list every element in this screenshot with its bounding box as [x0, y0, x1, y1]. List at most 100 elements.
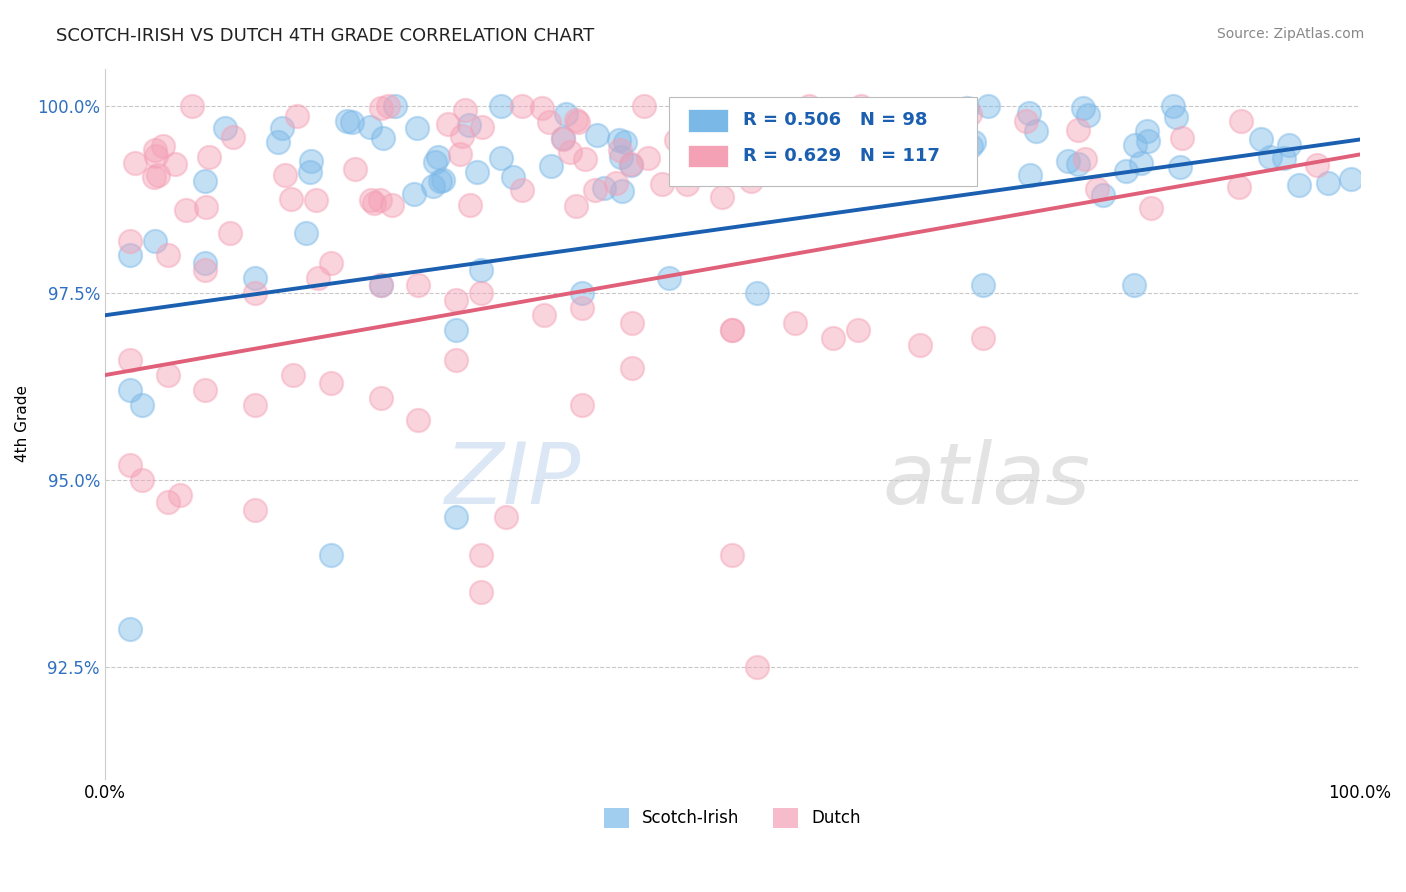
Point [495, 510, 517, 524]
Point [620, 360, 643, 375]
Point [740, 174, 762, 188]
Point [1085, 182, 1108, 196]
Point [169, 488, 191, 502]
Point [772, 103, 794, 117]
Point [1340, 172, 1362, 186]
Point [540, 159, 562, 173]
Point [553, 132, 575, 146]
Point [605, 177, 627, 191]
Point [426, 150, 449, 164]
Point [377, 99, 399, 113]
Point [721, 548, 744, 562]
Point [156, 495, 179, 509]
Point [245, 285, 267, 300]
Point [1227, 180, 1250, 194]
Point [849, 106, 872, 120]
Point [454, 103, 477, 118]
Point [747, 659, 769, 673]
Point [977, 99, 1000, 113]
Point [1018, 105, 1040, 120]
Point [651, 177, 673, 191]
Point [747, 285, 769, 300]
Point [1317, 176, 1340, 190]
Point [567, 114, 589, 128]
Point [371, 131, 394, 145]
Point [408, 278, 430, 293]
Point [214, 121, 236, 136]
Point [271, 121, 294, 136]
Point [571, 301, 593, 315]
Point [163, 157, 186, 171]
Point [437, 117, 460, 131]
Point [143, 234, 166, 248]
Point [1136, 124, 1159, 138]
Point [156, 248, 179, 262]
Point [118, 234, 141, 248]
Point [370, 391, 392, 405]
Point [583, 183, 606, 197]
Point [368, 194, 391, 208]
Point [1067, 123, 1090, 137]
Point [675, 125, 697, 139]
Point [620, 316, 643, 330]
Point [571, 285, 593, 300]
Point [359, 120, 381, 135]
Point [319, 256, 342, 270]
Point [118, 623, 141, 637]
Text: atlas: atlas [883, 439, 1091, 522]
Point [797, 99, 820, 113]
Point [665, 133, 688, 147]
Point [689, 153, 711, 168]
Point [444, 510, 467, 524]
Point [1129, 155, 1152, 169]
Point [124, 156, 146, 170]
Point [710, 190, 733, 204]
Point [408, 413, 430, 427]
Point [658, 271, 681, 285]
Point [637, 151, 659, 165]
Point [1288, 178, 1310, 193]
Point [118, 383, 141, 397]
Point [574, 152, 596, 166]
Point [1164, 110, 1187, 124]
Point [273, 168, 295, 182]
Point [146, 169, 169, 183]
Point [925, 158, 948, 172]
Text: Source: ZipAtlas.com: Source: ZipAtlas.com [1216, 27, 1364, 41]
Point [1067, 157, 1090, 171]
Point [972, 331, 994, 345]
Point [1125, 137, 1147, 152]
Point [245, 271, 267, 285]
Point [470, 263, 492, 277]
Point [298, 165, 321, 179]
Point [444, 323, 467, 337]
Point [1122, 278, 1144, 293]
Point [1260, 150, 1282, 164]
Point [510, 183, 533, 197]
Text: R = 0.506   N = 98: R = 0.506 N = 98 [744, 112, 928, 129]
Point [610, 185, 633, 199]
Point [294, 226, 316, 240]
Point [571, 398, 593, 412]
Point [554, 107, 576, 121]
Point [1278, 138, 1301, 153]
Point [285, 109, 308, 123]
Point [1168, 160, 1191, 174]
Point [423, 155, 446, 169]
Point [363, 196, 385, 211]
Point [1019, 169, 1042, 183]
Point [963, 135, 986, 149]
Point [1025, 124, 1047, 138]
Point [593, 180, 616, 194]
Point [1171, 130, 1194, 145]
Point [266, 135, 288, 149]
Point [344, 161, 367, 176]
Point [852, 135, 875, 149]
Point [1115, 163, 1137, 178]
FancyBboxPatch shape [689, 145, 728, 168]
Point [174, 202, 197, 217]
Point [1250, 132, 1272, 146]
Point [429, 174, 451, 188]
Point [675, 177, 697, 191]
Point [1306, 157, 1329, 171]
